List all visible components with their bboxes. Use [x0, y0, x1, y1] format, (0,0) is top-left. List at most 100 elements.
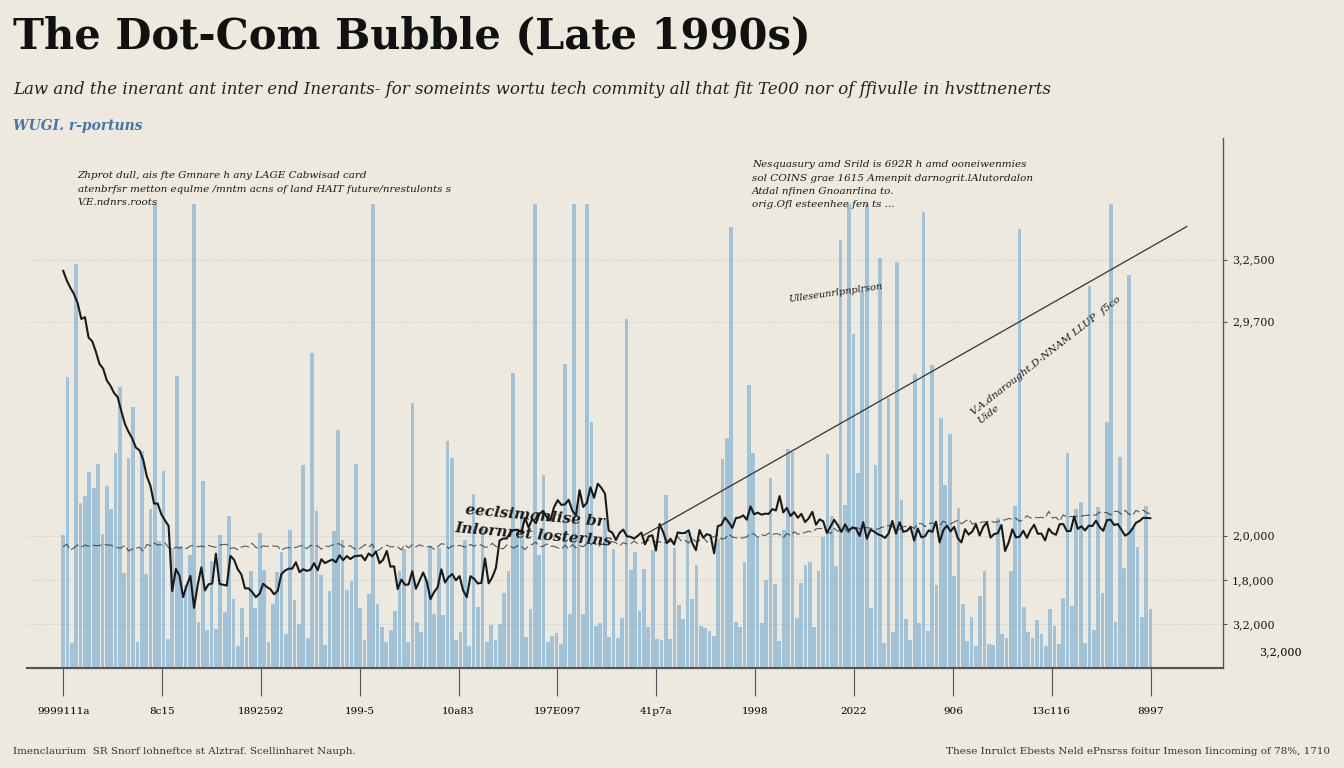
Bar	[105, 486, 109, 768]
Bar	[625, 319, 629, 768]
Bar	[196, 622, 200, 768]
Bar	[965, 641, 969, 768]
Bar	[450, 458, 454, 768]
Bar	[1109, 204, 1113, 768]
Bar	[817, 571, 820, 768]
Bar	[1122, 568, 1126, 768]
Bar	[860, 291, 864, 768]
Bar	[546, 643, 550, 768]
Bar	[446, 441, 449, 768]
Bar	[62, 535, 65, 768]
Bar	[237, 646, 239, 768]
Bar	[429, 546, 431, 768]
Bar	[573, 204, 577, 768]
Bar	[917, 623, 921, 768]
Bar	[1132, 528, 1134, 768]
Bar	[520, 511, 524, 768]
Bar	[825, 455, 829, 768]
Bar	[939, 419, 942, 768]
Bar	[472, 494, 476, 768]
Bar	[398, 571, 402, 768]
Bar	[773, 584, 777, 768]
Bar	[1126, 275, 1130, 768]
Bar	[415, 622, 419, 768]
Bar	[724, 438, 728, 768]
Bar	[406, 642, 410, 768]
Text: 3,2,000: 3,2,000	[1259, 647, 1302, 657]
Bar	[672, 548, 676, 768]
Bar	[974, 646, 977, 768]
Bar	[1079, 502, 1082, 768]
Bar	[909, 640, 913, 768]
Bar	[1091, 630, 1095, 768]
Bar	[367, 594, 371, 768]
Bar	[948, 435, 952, 768]
Bar	[969, 617, 973, 768]
Bar	[157, 541, 161, 768]
Bar	[638, 611, 641, 768]
Bar	[262, 570, 266, 768]
Bar	[324, 645, 327, 768]
Bar	[794, 618, 798, 768]
Bar	[590, 422, 594, 768]
Bar	[319, 574, 323, 768]
Bar	[934, 585, 938, 768]
Bar	[441, 615, 445, 768]
Bar	[503, 593, 507, 768]
Bar	[856, 473, 860, 768]
Bar	[175, 376, 179, 768]
Bar	[433, 614, 437, 768]
Bar	[542, 475, 546, 768]
Bar	[1087, 286, 1091, 768]
Bar	[563, 365, 567, 768]
Bar	[87, 472, 91, 768]
Bar	[419, 632, 423, 768]
Bar	[534, 204, 536, 768]
Bar	[982, 571, 986, 768]
Bar	[485, 642, 489, 768]
Bar	[293, 600, 297, 768]
Bar	[249, 571, 253, 768]
Bar	[882, 644, 886, 768]
Bar	[668, 638, 672, 768]
Bar	[598, 624, 602, 768]
Bar	[759, 624, 763, 768]
Bar	[835, 566, 837, 768]
Bar	[219, 535, 222, 768]
Bar	[336, 430, 340, 768]
Bar	[874, 465, 878, 768]
Bar	[528, 609, 532, 768]
Bar	[66, 377, 70, 768]
Bar	[306, 638, 309, 768]
Bar	[996, 518, 1000, 768]
Text: Imenclaurium  SR Snorf lohneftce st Alztraf. Scellinharet Nauph.: Imenclaurium SR Snorf lohneftce st Alztr…	[13, 747, 356, 756]
Bar	[738, 627, 742, 768]
Bar	[167, 640, 169, 768]
Bar	[254, 608, 257, 768]
Bar	[276, 572, 280, 768]
Bar	[345, 590, 349, 768]
Bar	[1009, 571, 1012, 768]
Bar	[870, 607, 872, 768]
Bar	[695, 565, 699, 768]
Bar	[629, 570, 633, 768]
Bar	[812, 627, 816, 768]
Bar	[751, 453, 755, 768]
Bar	[1149, 608, 1152, 768]
Bar	[790, 452, 794, 768]
Bar	[603, 520, 606, 768]
Bar	[712, 636, 716, 768]
Bar	[551, 637, 554, 768]
Bar	[699, 626, 703, 768]
Bar	[829, 516, 833, 768]
Bar	[516, 537, 519, 768]
Bar	[384, 642, 388, 768]
Bar	[437, 548, 441, 768]
Bar	[677, 605, 681, 768]
Bar	[664, 495, 668, 768]
Bar	[101, 534, 105, 768]
Bar	[720, 459, 724, 768]
Bar	[1074, 509, 1078, 768]
Bar	[899, 500, 903, 768]
Bar	[1013, 506, 1017, 768]
